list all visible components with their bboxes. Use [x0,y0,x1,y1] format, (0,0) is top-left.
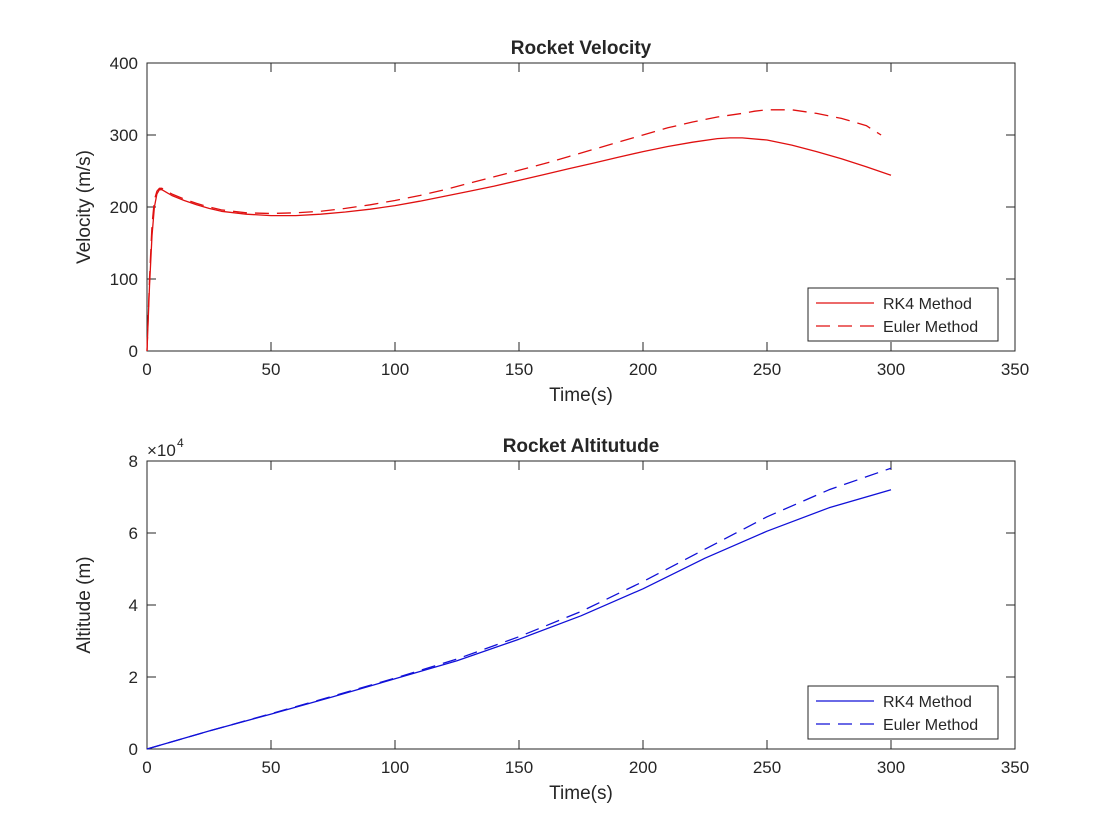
y-tick-label: 400 [110,54,138,73]
x-axis-label: Time(s) [549,385,613,406]
legend-label: RK4 Method [883,694,972,711]
series-line-rk4-method [146,137,892,352]
plots: 0 50 100 150 200 250 300 3500100200300400Rocket… [74,38,1029,804]
x-tick-label: 0 [142,758,151,777]
legend-label: Euler Method [883,717,978,734]
x-tick-label: 100 [381,758,409,777]
x-axis-label: Time(s) [549,783,613,804]
x-tick-label: 250 [753,758,781,777]
x-tick-label: 350 [1001,360,1029,379]
y-tick-label: 100 [110,270,138,289]
y-tick-label: 0 [129,740,138,759]
y-exponent-label: ×10 [147,441,176,460]
legend: RK4 Method Euler Method [807,685,999,740]
legend-label: RK4 Method [883,296,972,313]
x-tick-label: 150 [505,360,533,379]
x-tick-label: 50 [262,758,281,777]
y-tick-label: 300 [110,126,138,145]
y-axis-label: Velocity (m/s) [74,150,95,264]
legend: RK4 Method Euler Method [807,287,999,342]
x-tick-label: 200 [629,758,657,777]
y-tick-label: 8 [129,452,138,471]
x-tick-label: 350 [1001,758,1029,777]
x-tick-label: 250 [753,360,781,379]
chart-title: Rocket Altitutude [503,436,660,457]
y-tick-label: 6 [129,524,138,543]
x-tick-label: 200 [629,360,657,379]
y-axis-label: Altitude (m) [74,556,95,653]
series-line-euler-method [146,467,892,750]
legend-box [807,685,999,740]
y-tick-label: 0 [129,342,138,361]
y-tick-label: 4 [129,596,138,615]
y-tick-label: 200 [110,198,138,217]
legend-label: Euler Method [883,319,978,336]
legend-box [807,287,999,342]
x-tick-label: 50 [262,360,281,379]
x-tick-label: 300 [877,758,905,777]
x-tick-label: 300 [877,360,905,379]
y-exponent-power: 4 [177,436,184,450]
x-tick-label: 0 [142,360,151,379]
x-tick-label: 150 [505,758,533,777]
x-tick-label: 100 [381,360,409,379]
chart-title: Rocket Velocity [511,38,652,59]
series-line-euler-method [146,109,882,352]
y-tick-label: 2 [129,668,138,687]
subplot-1: 0 50 100 150 200 250 300 350 0 100 200 300 400 Rocket… [74,38,1029,406]
series-line-rk4-method [146,489,892,750]
